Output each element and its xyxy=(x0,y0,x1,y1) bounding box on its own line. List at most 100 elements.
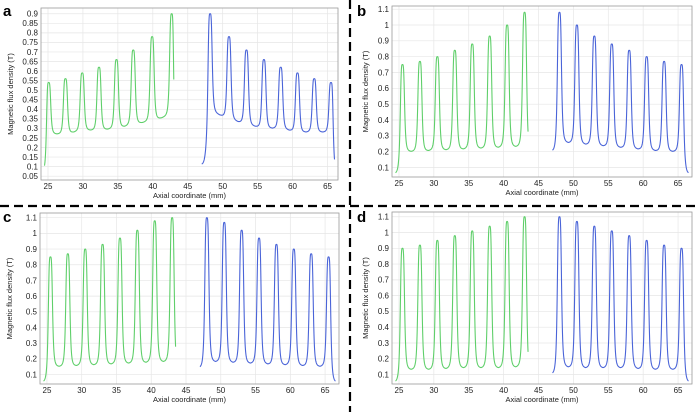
y-tick-label: 0.75 xyxy=(22,38,38,47)
x-tick-label: 25 xyxy=(43,386,52,395)
series-line-blue xyxy=(201,13,336,165)
y-tick-label: 0.7 xyxy=(378,276,390,285)
y-axis-label: Magnetic flux density (T) xyxy=(361,50,370,132)
panel-letter-a: a xyxy=(3,3,12,20)
x-tick-label: 50 xyxy=(216,386,225,395)
y-tick-label: 0.4 xyxy=(27,105,39,114)
panel-letter-c: c xyxy=(3,209,11,226)
x-tick-label: 25 xyxy=(395,179,404,188)
y-tick-label: 0.8 xyxy=(26,261,38,270)
series-line-green xyxy=(43,217,177,382)
x-tick-label: 35 xyxy=(464,179,473,188)
x-tick-label: 60 xyxy=(639,386,648,395)
series-line-green xyxy=(395,216,529,382)
series-line-green xyxy=(43,13,175,166)
y-tick-label: 0.7 xyxy=(378,68,390,77)
y-tick-label: 0.25 xyxy=(22,134,38,143)
y-tick-label: 1.1 xyxy=(26,214,38,223)
y-tick-label: 0.1 xyxy=(378,370,390,379)
panel-letter-d: d xyxy=(357,209,366,226)
y-tick-label: 0.85 xyxy=(22,19,38,28)
y-tick-label: 0.2 xyxy=(378,147,390,156)
x-tick-label: 50 xyxy=(569,386,578,395)
x-tick-label: 55 xyxy=(251,386,260,395)
y-axis-label: Magnetic flux density (T) xyxy=(6,53,15,135)
x-tick-label: 25 xyxy=(395,386,404,395)
panel-a: a 25 30 35 40 45 50 55 60 650.050.10.150.20.250.… xyxy=(3,3,339,200)
y-tick-label: 1 xyxy=(385,21,390,30)
plot-frame xyxy=(40,7,339,181)
y-tick-label: 0.8 xyxy=(27,29,39,38)
panel-letter-b: b xyxy=(357,3,366,20)
y-tick-label: 0.45 xyxy=(22,96,38,105)
y-tick-label: 0.9 xyxy=(26,245,38,254)
x-axis-label: Axial coordinate (mm) xyxy=(506,395,579,404)
x-axis-label: Axial coordinate (mm) xyxy=(506,188,579,197)
y-tick-label: 0.1 xyxy=(27,162,39,171)
panel-c: c 25 30 35 40 45 50 55 60 65 0.1 0.2 0.3 0.4 0.5 0.6 0.… xyxy=(3,209,340,404)
y-tick-label: 0.5 xyxy=(26,308,38,317)
series-line-blue xyxy=(552,11,689,174)
x-tick-label: 25 xyxy=(44,182,53,191)
x-tick-label: 55 xyxy=(604,179,613,188)
y-tick-label: 0.4 xyxy=(26,323,38,332)
plot-frame xyxy=(391,5,693,178)
y-axis-label: Magnetic flux density (T) xyxy=(5,257,14,339)
y-tick-label: 0.3 xyxy=(27,124,39,133)
y-tick-label: 0.3 xyxy=(378,339,390,348)
y-tick-label: 0.3 xyxy=(378,132,390,141)
y-tick-label: 1.1 xyxy=(378,213,390,222)
y-tick-label: 0.05 xyxy=(22,172,38,181)
panel-b: b 25 30 35 40 45 50 55 60 65 0.1 0.2 0.3 0.4 0.5 0.6 0.… xyxy=(357,3,693,197)
series-line-blue xyxy=(552,216,689,382)
x-tick-label: 40 xyxy=(148,182,157,191)
x-tick-label: 30 xyxy=(429,386,438,395)
y-tick-label: 0.5 xyxy=(27,86,39,95)
y-tick-label: 0.15 xyxy=(22,153,38,162)
x-tick-label: 40 xyxy=(499,179,508,188)
series-line-green xyxy=(395,11,529,174)
x-tick-label: 65 xyxy=(321,386,330,395)
x-axis-label: Axial coordinate (mm) xyxy=(153,395,226,404)
y-tick-label: 0.3 xyxy=(26,339,38,348)
y-tick-label: 0.2 xyxy=(378,355,390,364)
y-tick-label: 0.6 xyxy=(378,84,390,93)
x-tick-label: 50 xyxy=(218,182,227,191)
x-tick-label: 65 xyxy=(674,179,683,188)
y-tick-label: 0.9 xyxy=(378,37,390,46)
y-tick-label: 0.7 xyxy=(26,276,38,285)
x-tick-label: 30 xyxy=(429,179,438,188)
y-tick-label: 0.8 xyxy=(378,260,390,269)
y-tick-label: 0.2 xyxy=(26,355,38,364)
y-tick-label: 0.9 xyxy=(27,10,39,19)
x-tick-label: 60 xyxy=(286,386,295,395)
y-tick-label: 0.5 xyxy=(378,307,390,316)
x-tick-label: 45 xyxy=(534,179,543,188)
x-tick-label: 35 xyxy=(464,386,473,395)
series-line-blue xyxy=(199,217,336,382)
x-tick-label: 40 xyxy=(499,386,508,395)
y-tick-label: 0.6 xyxy=(378,291,390,300)
plot-frame xyxy=(391,211,693,385)
y-tick-label: 0.65 xyxy=(22,57,38,66)
x-tick-label: 45 xyxy=(534,386,543,395)
x-tick-label: 55 xyxy=(604,386,613,395)
y-tick-label: 0.7 xyxy=(27,48,39,57)
plot-frame xyxy=(39,212,340,385)
x-tick-label: 35 xyxy=(112,386,121,395)
y-tick-label: 0.2 xyxy=(27,143,39,152)
x-tick-label: 50 xyxy=(569,179,578,188)
x-tick-label: 30 xyxy=(78,182,87,191)
x-axis-label: Axial coordinate (mm) xyxy=(153,191,226,200)
y-tick-label: 1.1 xyxy=(378,5,390,14)
y-tick-label: 0.4 xyxy=(378,116,390,125)
x-tick-label: 45 xyxy=(182,386,191,395)
y-tick-label: 0.8 xyxy=(378,52,390,61)
y-tick-label: 0.5 xyxy=(378,100,390,109)
x-tick-label: 55 xyxy=(253,182,262,191)
y-tick-label: 0.4 xyxy=(378,323,390,332)
panel-d: d 25 30 35 40 45 50 55 60 65 0.1 0.2 0.3 0.4 0.5 0.6 0.… xyxy=(357,209,693,404)
x-tick-label: 30 xyxy=(77,386,86,395)
x-tick-label: 40 xyxy=(147,386,156,395)
